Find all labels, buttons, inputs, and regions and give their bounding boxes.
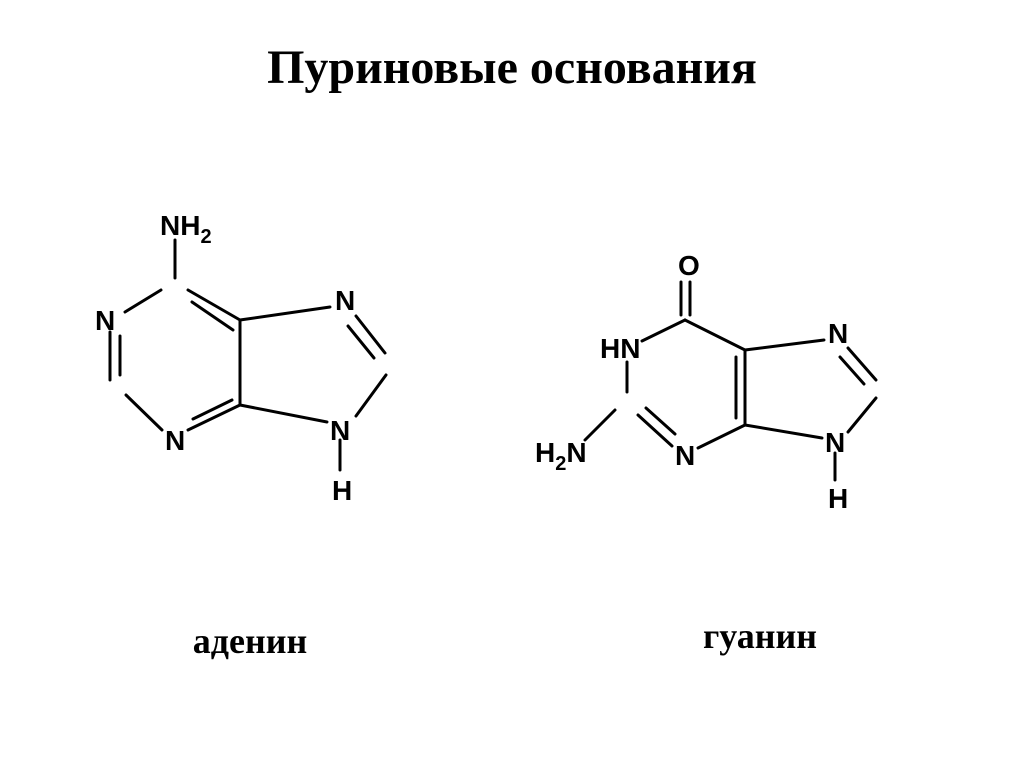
page-title: Пуриновые основания xyxy=(0,40,1024,95)
atom-label: H2N xyxy=(535,437,587,475)
atom-label: O xyxy=(678,250,700,281)
atom-label: N xyxy=(330,415,350,446)
guanine-caption: гуанин xyxy=(660,615,860,657)
atom-label: N xyxy=(165,425,185,456)
atom-label: N xyxy=(335,285,355,316)
atom-label: N xyxy=(828,318,848,349)
page: Пуриновые основания xyxy=(0,0,1024,767)
atom-label: H xyxy=(332,475,352,506)
adenine-structure: NH2 N N N N H xyxy=(60,150,480,550)
adenine-caption: аденин xyxy=(150,620,350,662)
atom-label: N xyxy=(95,305,115,336)
atom-label: NH2 xyxy=(160,210,212,248)
atom-label: H xyxy=(828,483,848,514)
atom-label: N xyxy=(825,427,845,458)
atom-label: N xyxy=(675,440,695,471)
guanine-structure: O HN N N N H H2N xyxy=(530,190,970,550)
atom-label: HN xyxy=(600,333,640,364)
